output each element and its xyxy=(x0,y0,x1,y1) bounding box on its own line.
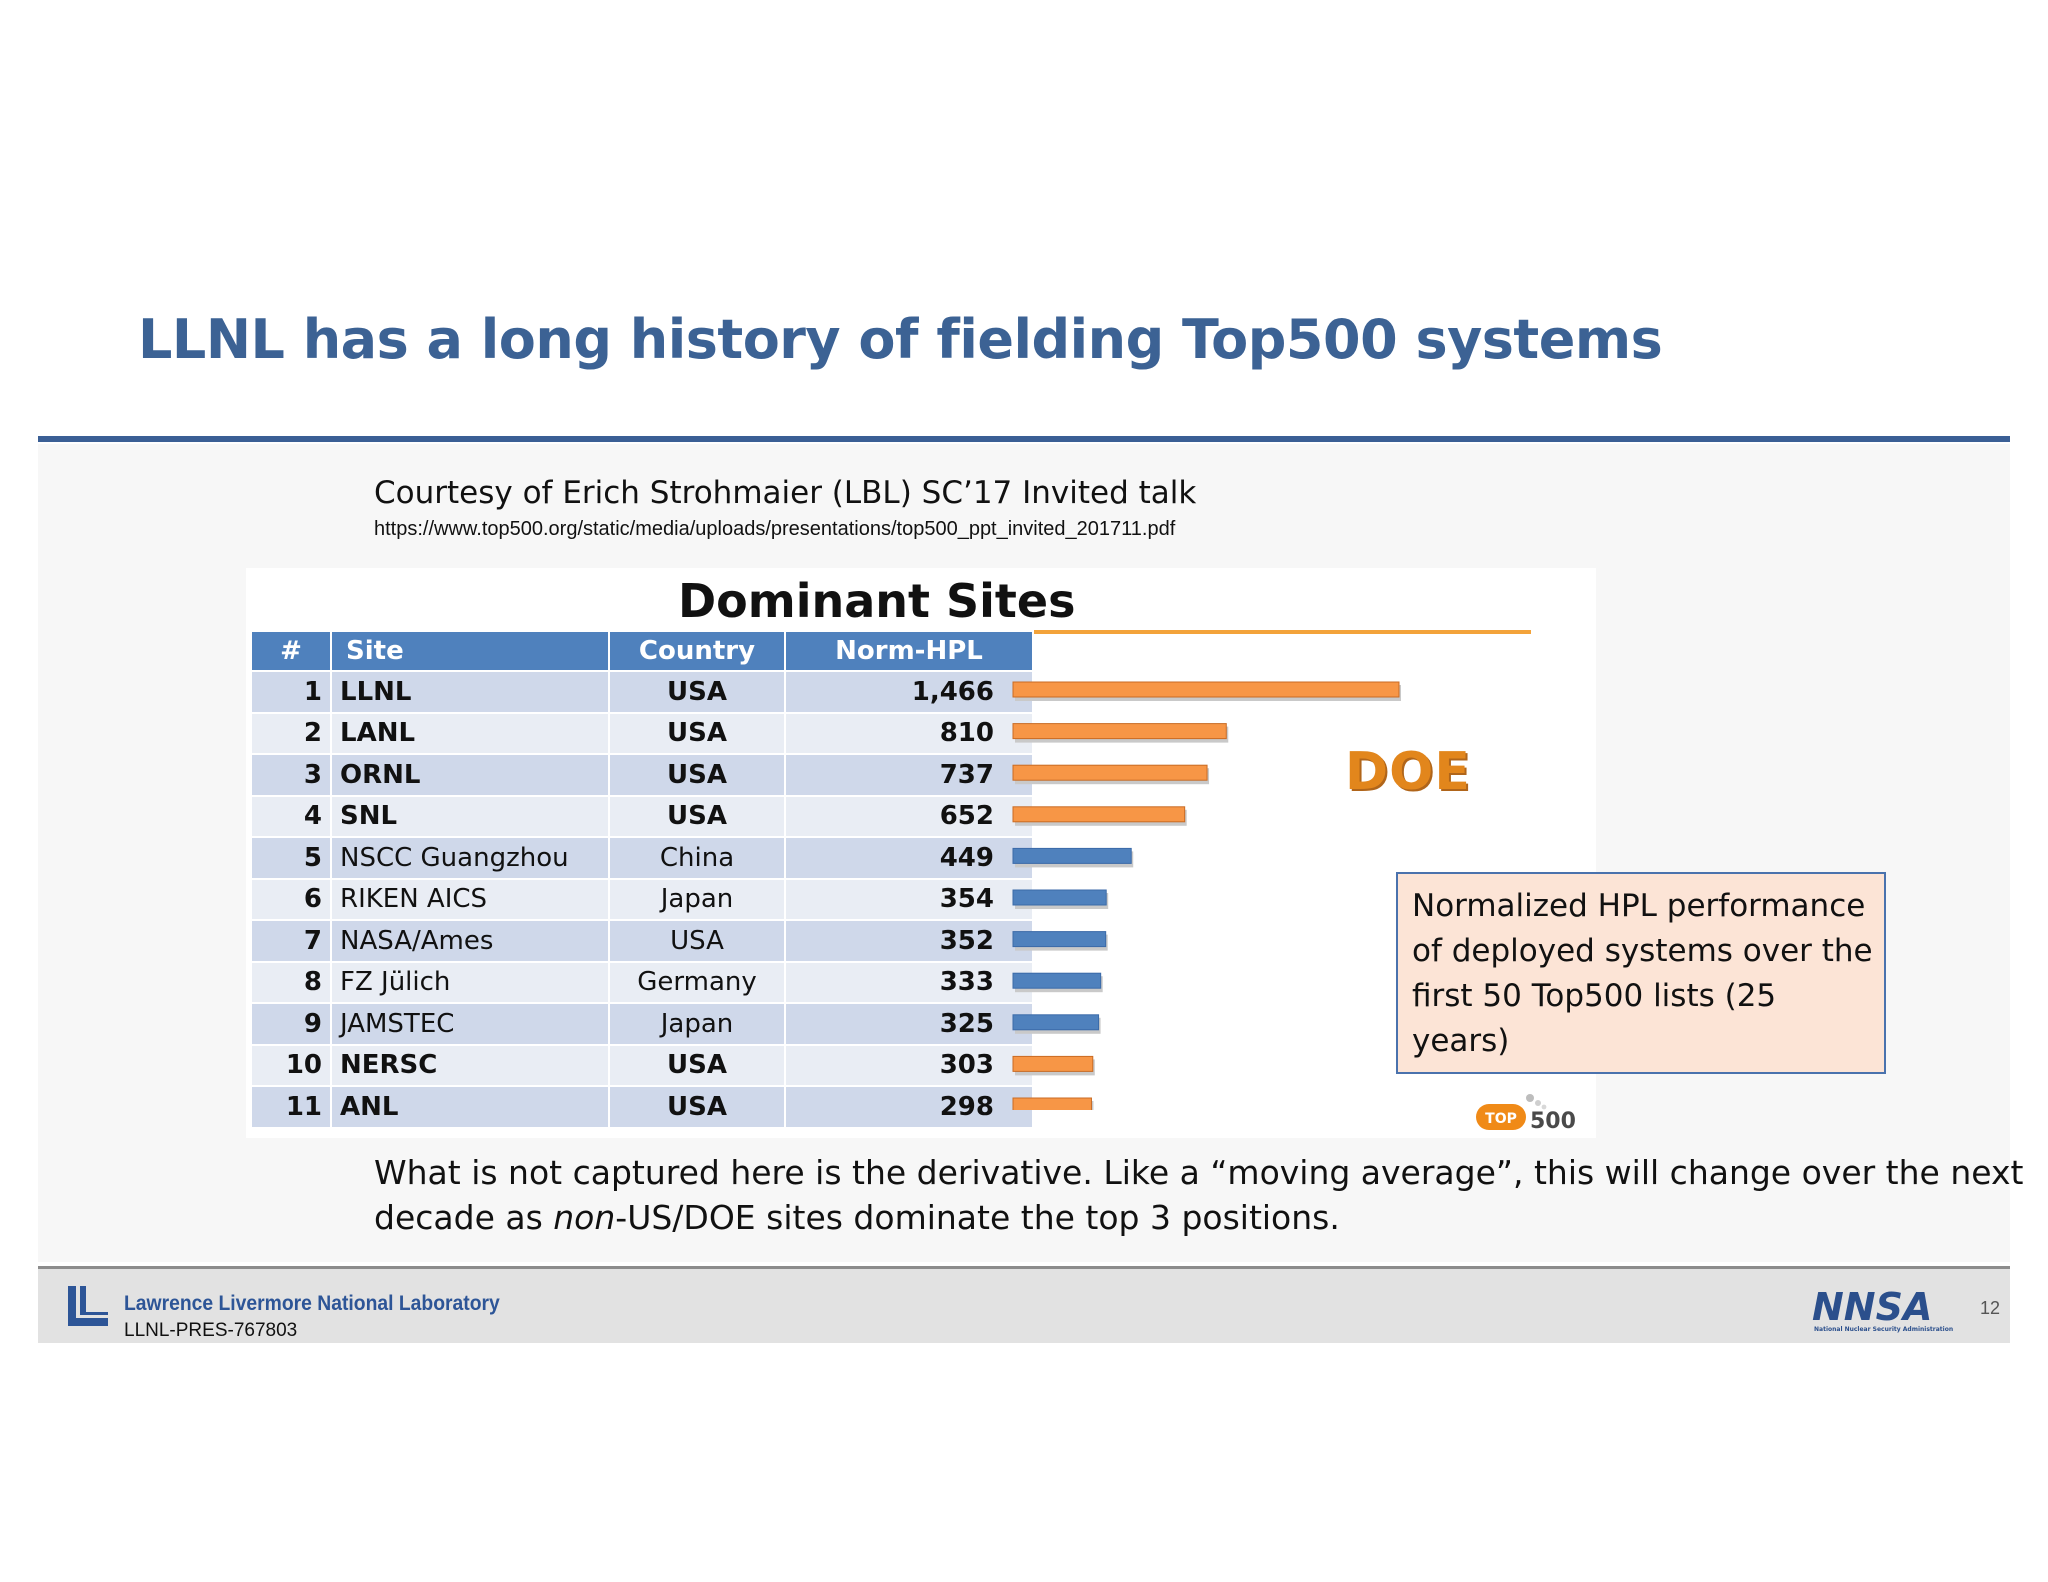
table-row: 2 LANL USA 810 xyxy=(250,711,1034,755)
footer-bar xyxy=(38,1269,2010,1343)
row-site: ORNL xyxy=(330,753,610,797)
bar-lanl xyxy=(1012,723,1227,740)
table-row: 10 NERSC USA 303 xyxy=(250,1043,1034,1087)
row-site: LANL xyxy=(330,711,610,755)
row-country: Japan xyxy=(608,1002,786,1046)
footer-rule xyxy=(38,1266,2010,1269)
row-rank: 7 xyxy=(250,919,332,963)
row-country: USA xyxy=(608,753,786,797)
credit-text: Courtesy of Erich Strohmaier (LBL) SC’17… xyxy=(374,475,1197,511)
row-norm-hpl: 303 xyxy=(784,1043,1034,1087)
table-row: 5 NSCC Guangzhou China 449 xyxy=(250,836,1034,880)
row-country: USA xyxy=(608,794,786,838)
footer-lab-name: Lawrence Livermore National Laboratory xyxy=(124,1292,500,1315)
row-norm-hpl: 325 xyxy=(784,1002,1034,1046)
table-row: 8 FZ Jülich Germany 333 xyxy=(250,960,1034,1004)
llnl-logo-icon xyxy=(68,1286,108,1326)
row-site: SNL xyxy=(330,794,610,838)
row-country: Germany xyxy=(608,960,786,1004)
row-site: LLNL xyxy=(330,670,610,714)
bar-nasa-ames xyxy=(1012,931,1107,948)
row-rank: 3 xyxy=(250,753,332,797)
row-site: NERSC xyxy=(330,1043,610,1087)
column-header-site: Site xyxy=(330,630,610,672)
row-country: USA xyxy=(608,919,786,963)
bar-snl xyxy=(1012,806,1186,823)
chart-title-underline xyxy=(1006,630,1531,634)
bar-fz-j-lich xyxy=(1012,972,1102,989)
row-rank: 4 xyxy=(250,794,332,838)
bar-llnl xyxy=(1012,681,1400,698)
row-site: FZ Jülich xyxy=(330,960,610,1004)
row-norm-hpl: 298 xyxy=(784,1085,1034,1129)
row-country: China xyxy=(608,836,786,880)
column-header-country: Country xyxy=(608,630,786,672)
bottom-text-pre: What is not captured here is the derivat… xyxy=(374,1153,2024,1237)
table-row: 6 RIKEN AICS Japan 354 xyxy=(250,877,1034,921)
bar-nscc-guangzhou xyxy=(1012,847,1132,864)
top500-logo-number-text: 500 xyxy=(1530,1109,1576,1134)
table-row: 3 ORNL USA 737 xyxy=(250,753,1034,797)
table-row: 9 JAMSTEC Japan 325 xyxy=(250,1002,1034,1046)
row-rank: 1 xyxy=(250,670,332,714)
bottom-text: What is not captured here is the derivat… xyxy=(374,1150,2048,1240)
slide-title: LLNL has a long history of fielding Top5… xyxy=(138,308,1663,371)
table-row: 11 ANL USA 298 xyxy=(250,1085,1034,1129)
doe-label: DOE xyxy=(1345,742,1471,802)
row-rank: 5 xyxy=(250,836,332,880)
source-url: https://www.top500.org/static/media/uplo… xyxy=(374,518,1176,540)
row-norm-hpl: 333 xyxy=(784,960,1034,1004)
row-rank: 8 xyxy=(250,960,332,1004)
bar-jamstec xyxy=(1012,1014,1100,1031)
row-norm-hpl: 1,466 xyxy=(784,670,1034,714)
row-site: NSCC Guangzhou xyxy=(330,836,610,880)
bar-anl xyxy=(1012,1097,1092,1110)
row-rank: 11 xyxy=(250,1085,332,1129)
footer-presentation-id: LLNL-PRES-767803 xyxy=(124,1320,298,1341)
bottom-text-post: -US/DOE sites dominate the top 3 positio… xyxy=(615,1198,1340,1237)
row-country: USA xyxy=(608,711,786,755)
row-site: RIKEN AICS xyxy=(330,877,610,921)
title-rule xyxy=(38,436,2010,442)
row-norm-hpl: 354 xyxy=(784,877,1034,921)
bar-nersc xyxy=(1012,1055,1094,1072)
page-number: 12 xyxy=(1980,1298,2001,1318)
top500-logo: TOP 500 xyxy=(1476,1094,1576,1134)
column-header-norm-hpl: Norm-HPL xyxy=(784,630,1034,672)
nnsa-logo-text: NNSA xyxy=(1812,1286,1932,1329)
top500-logo-top-text: TOP xyxy=(1485,1111,1517,1127)
row-rank: 9 xyxy=(250,1002,332,1046)
bar-riken-aics xyxy=(1012,889,1107,906)
norm-hpl-bar-chart xyxy=(1012,681,1401,1110)
chart-title: Dominant Sites xyxy=(678,574,1076,628)
row-site: JAMSTEC xyxy=(330,1002,610,1046)
table-header-row: # Site Country Norm-HPL xyxy=(250,630,1034,672)
note-box: Normalized HPL performance of deployed s… xyxy=(1396,872,1886,1074)
row-norm-hpl: 810 xyxy=(784,711,1034,755)
row-country: USA xyxy=(608,670,786,714)
row-norm-hpl: 737 xyxy=(784,753,1034,797)
row-country: Japan xyxy=(608,877,786,921)
row-rank: 2 xyxy=(250,711,332,755)
bar-ornl xyxy=(1012,764,1208,781)
nnsa-logo: NNSA National Nuclear Security Administr… xyxy=(1812,1286,1953,1333)
row-country: USA xyxy=(608,1085,786,1129)
row-rank: 6 xyxy=(250,877,332,921)
table-row: 4 SNL USA 652 xyxy=(250,794,1034,838)
table-row: 7 NASA/Ames USA 352 xyxy=(250,919,1034,963)
row-country: USA xyxy=(608,1043,786,1087)
row-site: ANL xyxy=(330,1085,610,1129)
dominant-sites-table: # Site Country Norm-HPL 1 LLNL USA 1,466 2 LA… xyxy=(250,630,1034,1129)
row-norm-hpl: 652 xyxy=(784,794,1034,838)
column-header-rank: # xyxy=(250,630,332,672)
bottom-text-emphasis: non xyxy=(553,1198,616,1237)
row-norm-hpl: 352 xyxy=(784,919,1034,963)
row-site: NASA/Ames xyxy=(330,919,610,963)
row-rank: 10 xyxy=(250,1043,332,1087)
table-row: 1 LLNL USA 1,466 xyxy=(250,670,1034,714)
nnsa-logo-subtext: National Nuclear Security Administration xyxy=(1814,1326,1953,1333)
row-norm-hpl: 449 xyxy=(784,836,1034,880)
